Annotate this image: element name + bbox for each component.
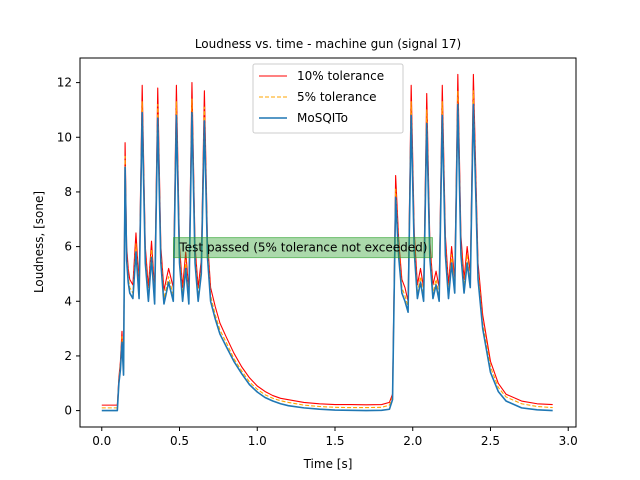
series-line-2 — [101, 103, 553, 412]
y-axis-label: Loudness, [sone] — [32, 191, 46, 293]
axes: 0.0 0.5 1.0 1.5 2.0 2.5 3.0 0 2 4 6 8 10 12 — [57, 57, 578, 448]
x-tick-label-6: 3.0 — [559, 434, 578, 448]
y-tick-label-5: 10 — [57, 130, 72, 144]
chart-title: Loudness vs. time - machine gun (signal … — [195, 37, 461, 51]
y-tick-label-0: 0 — [64, 404, 72, 418]
y-tick-label-3: 6 — [64, 240, 72, 254]
annotation-box — [173, 237, 433, 259]
axes-frame — [79, 57, 577, 428]
x-tick-label-3: 1.5 — [325, 434, 344, 448]
y-tick-label-1: 2 — [64, 349, 72, 363]
x-tick-label-4: 2.0 — [403, 434, 422, 448]
y-tick-label-4: 8 — [64, 185, 72, 199]
legend-label-1: 5% tolerance — [297, 90, 377, 104]
legend-box — [252, 63, 404, 134]
x-axis-label: Time [s] — [303, 457, 353, 471]
series-line-0 — [101, 73, 553, 406]
legend: 10% tolerance 5% tolerance MoSQITo — [252, 63, 404, 134]
x-tick-label-0: 0.0 — [92, 434, 111, 448]
x-tick-label-5: 2.5 — [481, 434, 500, 448]
y-tick-label-2: 4 — [64, 294, 72, 308]
x-tick-label-1: 0.5 — [170, 434, 189, 448]
legend-label-2: MoSQITo — [297, 111, 348, 125]
y-tick-label-6: 12 — [57, 76, 72, 90]
x-tick-label-2: 1.0 — [248, 434, 267, 448]
plot-area: Test passed (5% tolerance not exceeded) — [101, 73, 553, 412]
annotation-text: Test passed (5% tolerance not exceeded) — [179, 241, 428, 255]
legend-label-0: 10% tolerance — [297, 69, 384, 83]
annotation: Test passed (5% tolerance not exceeded) — [173, 237, 433, 259]
